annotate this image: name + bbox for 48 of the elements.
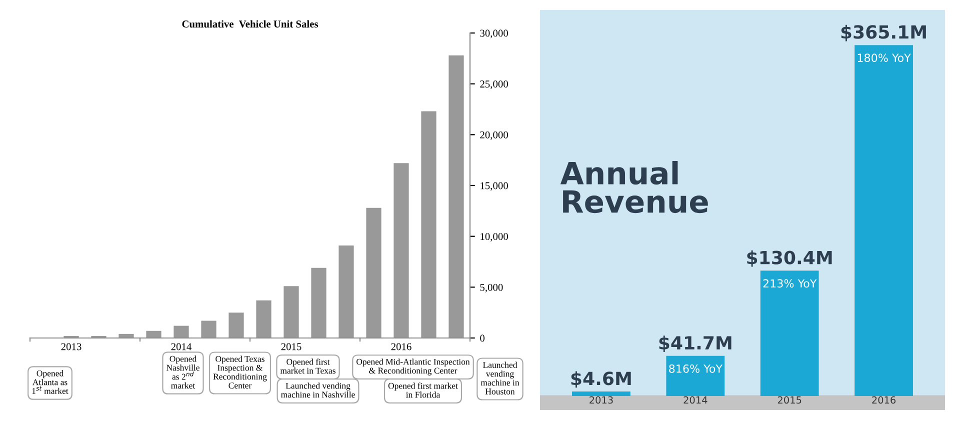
bar [201, 320, 216, 338]
bar [572, 392, 630, 396]
annotation: 180% YoY [858, 54, 911, 62]
bar [366, 208, 382, 338]
x-tick-label: 2013 [61, 343, 82, 350]
bar [146, 330, 162, 338]
y-tick-label: 10,000 [480, 233, 508, 242]
text: Opened first market in Texas [280, 358, 336, 374]
x-tick-label: 2014 [171, 343, 192, 350]
data-label: $4.6M [571, 371, 631, 388]
text: Opened Texas Inspection & Reconditioning Center [213, 356, 267, 388]
x-tick-label: 2013 [590, 396, 613, 404]
bar [338, 245, 354, 338]
text: Opened Nashville as 2$^{nd}$ market [166, 356, 200, 389]
bar [854, 45, 913, 396]
data-label: $365.1M [841, 24, 926, 42]
bar [448, 55, 464, 338]
x-tick-label: 2016 [391, 343, 412, 350]
data-label: $130.4M [747, 250, 832, 267]
chart-title: Cumulative Vehicle Unit Sales [182, 20, 318, 28]
x-tick-label: 2016 [872, 396, 896, 404]
bar [394, 163, 409, 338]
data-label: $41.7M [659, 336, 732, 352]
bar [421, 111, 436, 338]
y-tick-label: 25,000 [480, 80, 508, 90]
text: Launched vending machine in Houston [480, 362, 520, 394]
x-tick-label: 2014 [684, 396, 708, 404]
text: Opened Mid-Atlantic Inspection & Reconditioning Center [356, 358, 470, 376]
y-tick-label: 5,000 [480, 284, 503, 292]
annotation: 816% YoY [669, 364, 723, 373]
y-tick-label: 20,000 [480, 131, 508, 140]
annotation: 213% YoY [763, 279, 817, 288]
x-tick-label: 2015 [778, 396, 802, 404]
text: Opened first market in Florida [388, 382, 458, 398]
y-tick-label: 0 [480, 334, 485, 342]
y-tick-label: 30,000 [480, 30, 508, 38]
y-tick-label: 15,000 [480, 182, 508, 191]
bar [256, 300, 272, 338]
bar [284, 286, 299, 338]
bar [760, 270, 819, 396]
bar [174, 326, 189, 338]
text: Annual Revenue [560, 161, 708, 214]
bar [666, 356, 725, 396]
bar [311, 268, 326, 338]
text: Opened Atlanta as 1$^{st}$ market [32, 370, 68, 394]
text: Launched vending machine in Nashville [281, 382, 355, 398]
bar [228, 312, 244, 338]
x-tick-label: 2015 [281, 343, 302, 350]
